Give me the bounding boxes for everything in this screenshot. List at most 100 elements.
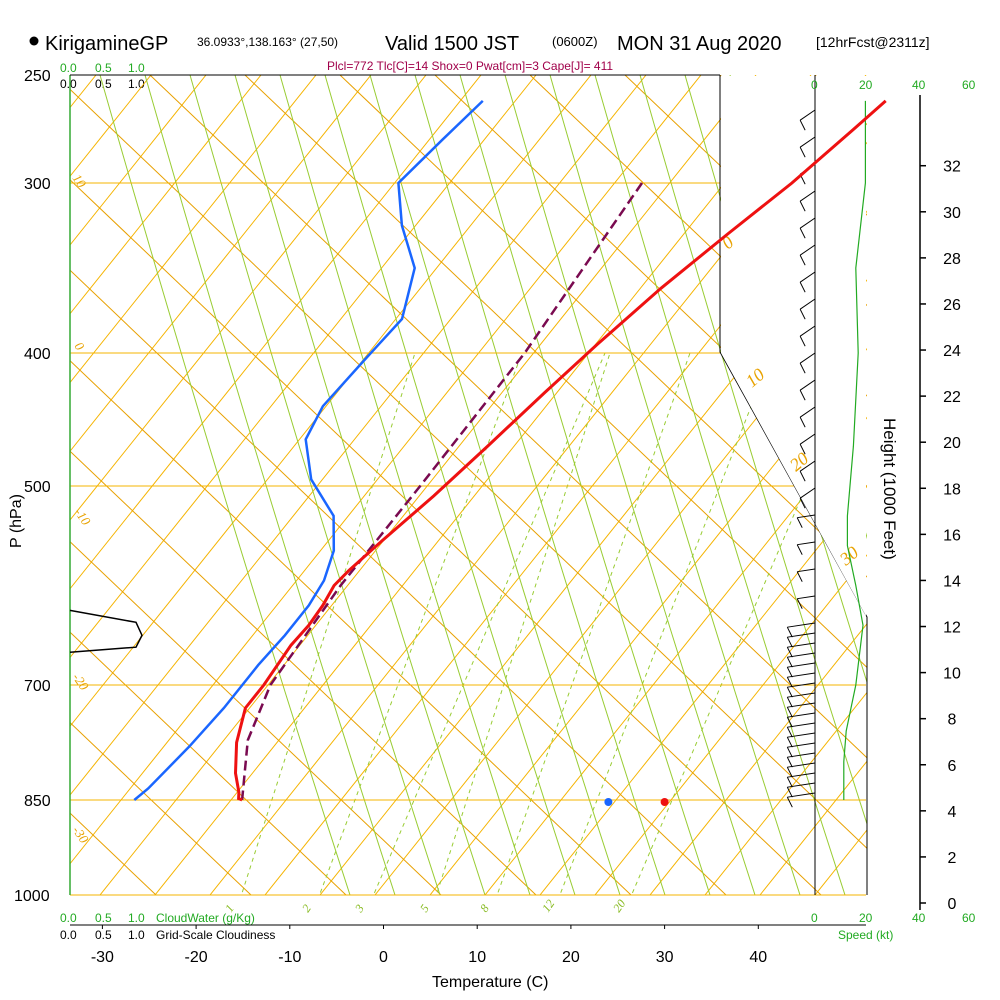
mixing-ratio-label: 8	[477, 902, 492, 915]
height-tick-label: 2	[948, 850, 957, 867]
wind-barb	[787, 752, 816, 758]
dry-adiabat-line	[149, 75, 867, 759]
moist-adiabat-line	[279, 75, 531, 895]
wind-barb-flag	[796, 571, 803, 582]
moist-adiabat-line	[369, 75, 621, 895]
cloudwater-tick-1: 0.5	[95, 61, 112, 75]
stability-indices: Plcl=772 Tlc[C]=14 Shox=0 Pwat[cm]=3 Cap…	[327, 59, 613, 73]
cloudiness-scale-bottom: 0.0 0.5 1.0 Grid-Scale Cloudiness	[60, 928, 275, 942]
dry-adiabat-line	[70, 88, 867, 850]
wind-barb	[799, 190, 816, 202]
height-tick-label: 8	[948, 712, 957, 729]
surface-temperature-marker	[660, 798, 669, 806]
wind-barb	[799, 298, 816, 310]
speed-tick-top-0: 0	[811, 78, 818, 92]
speed-title: Speed (kt)	[838, 928, 893, 942]
wind-barb	[799, 352, 816, 364]
speed-tick-top-3: 60	[962, 78, 976, 92]
isotherm-line	[70, 75, 152, 178]
wind-barb	[799, 271, 816, 283]
wind-barb	[799, 460, 816, 472]
wind-barb-flag	[786, 636, 793, 648]
pressure-tick-label: 250	[24, 68, 51, 85]
wind-barb-flag	[799, 308, 806, 320]
wind-barb	[787, 622, 816, 628]
valid-time: Valid 1500 JST	[385, 33, 519, 55]
height-tick-label: 28	[943, 251, 961, 268]
mixing-ratio-line	[318, 352, 523, 895]
wind-barb-flag	[799, 227, 806, 239]
pressure-tick-label: 500	[24, 479, 51, 496]
pressure-axis-title: P (hPa)	[8, 494, 25, 548]
isotherm-line	[70, 75, 592, 728]
height-tick-label: 6	[948, 758, 957, 775]
isotherm-label: -30	[70, 823, 93, 846]
wind-barb	[787, 642, 816, 648]
dry-adiabat-line	[70, 179, 822, 895]
moist-adiabat-line	[99, 75, 351, 895]
mixing-ratio-line	[559, 352, 773, 895]
wind-barb	[787, 712, 816, 718]
isotherm-line	[70, 75, 427, 521]
speed-axis-top: 0 20 40 60	[811, 78, 976, 92]
isotherm-line	[539, 485, 867, 895]
isotherm-label: -10	[72, 505, 95, 528]
speed-tick-btm-0: 0	[811, 911, 818, 925]
height-tick-label: 26	[943, 297, 961, 314]
wind-barb-flag	[786, 666, 793, 678]
wind-barb-flag	[786, 626, 793, 638]
wind-barb-flag	[799, 443, 806, 455]
temperature-axis: -30 -20 -10 0 10 20 30 40	[91, 925, 767, 966]
wind-barb-flag	[796, 544, 803, 555]
mixing-ratio-line	[240, 352, 416, 895]
wind-barb-flag	[799, 119, 806, 131]
moist-adiabat-line	[324, 75, 576, 895]
wind-barb	[799, 244, 816, 256]
isotherm-line	[594, 554, 867, 895]
cloudiness-profile	[69, 609, 143, 653]
dewpoint-curve	[133, 99, 484, 801]
wind-barb	[787, 702, 816, 708]
cloudwater-title: CloudWater (g/Kg)	[156, 911, 255, 925]
moist-adiabat-line	[234, 75, 486, 895]
wind-barb-flag	[786, 706, 793, 718]
mixing-ratio-lines	[240, 352, 864, 895]
wind-barb	[787, 682, 816, 688]
dry-adiabat-line	[70, 721, 252, 895]
wind-barb	[799, 136, 816, 148]
wind-barb	[797, 568, 816, 573]
height-tick-label: 12	[943, 620, 961, 637]
moist-adiabat-line	[189, 75, 441, 895]
wind-barb	[787, 722, 816, 728]
wind-barb	[787, 672, 816, 678]
mixing-ratio-line	[435, 352, 611, 895]
isotherm-label: 0	[72, 339, 88, 353]
moist-adiabat-line	[504, 75, 756, 895]
wind-barb	[799, 406, 816, 418]
speed-tick-top-2: 40	[912, 78, 926, 92]
isotherm-label: 10	[70, 171, 90, 191]
wind-barb	[787, 762, 816, 768]
wind-barb-flag	[786, 646, 793, 658]
wind-barb-flag	[786, 686, 793, 698]
wind-barb	[799, 325, 816, 337]
isotherm-line	[70, 75, 537, 659]
wind-barb	[787, 732, 816, 738]
pressure-tick-label: 700	[24, 678, 51, 695]
wind-barb-flag	[786, 696, 793, 708]
utc-time: (0600Z)	[552, 34, 598, 49]
dry-adiabat-line	[70, 450, 537, 895]
temperature-tick-label: 20	[562, 949, 580, 966]
dry-adiabat-line	[70, 540, 442, 895]
height-tick-label: 30	[943, 205, 961, 222]
wind-barb	[799, 109, 816, 121]
speed-tick-top-1: 20	[859, 78, 873, 92]
moist-adiabat-line	[144, 75, 396, 895]
wind-barb	[787, 772, 816, 778]
wind-barb	[787, 692, 816, 698]
wind-barb	[787, 632, 816, 638]
cloudiness-tick-0: 0.0	[60, 77, 77, 91]
speed-tick-btm-1: 20	[859, 911, 873, 925]
bullet-icon	[29, 36, 39, 46]
temperature-tick-label: -30	[91, 949, 114, 966]
